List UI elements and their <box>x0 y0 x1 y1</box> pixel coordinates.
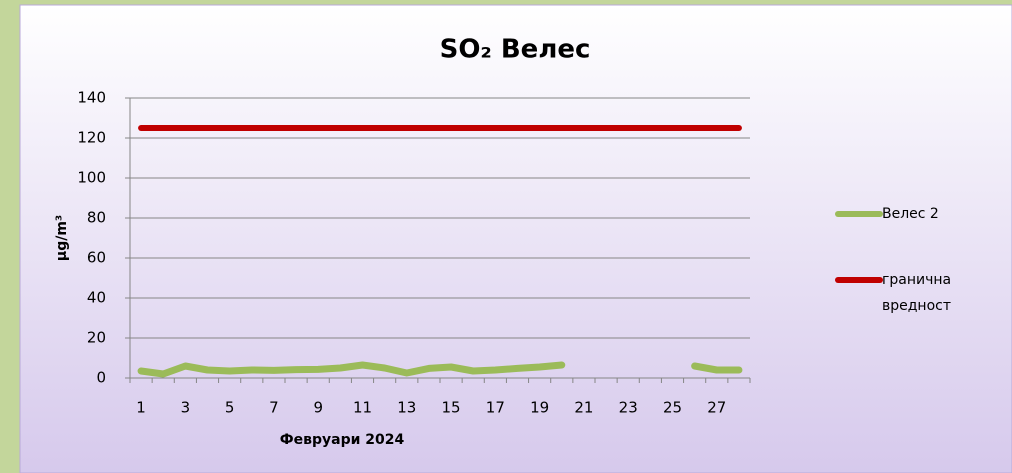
x-axis-label: Февруари 2024 <box>280 432 405 448</box>
x-tick-label: 13 <box>397 399 416 417</box>
chart-title: SO₂ Велес <box>440 35 591 65</box>
x-tick-label: 21 <box>574 399 593 417</box>
y-axis-label: μg/m³ <box>54 215 70 261</box>
x-tick-label: 23 <box>619 399 638 417</box>
x-tick-label: 5 <box>225 399 235 417</box>
x-tick-label: 3 <box>181 399 191 417</box>
y-tick-label: 40 <box>87 289 106 307</box>
chart-area <box>19 4 1012 473</box>
x-tick-label: 27 <box>707 399 726 417</box>
y-tick-label: 80 <box>87 209 106 227</box>
x-tick-label: 7 <box>269 399 279 417</box>
y-tick-label: 100 <box>77 169 106 187</box>
x-tick-label: 9 <box>313 399 323 417</box>
x-tick-label: 11 <box>353 399 372 417</box>
x-tick-label: 1 <box>136 399 146 417</box>
x-tick-label: 19 <box>530 399 549 417</box>
y-tick-label: 0 <box>96 369 106 387</box>
series-line <box>137 361 743 378</box>
x-tick-label: 17 <box>486 399 505 417</box>
y-tick-label: 60 <box>87 249 106 267</box>
x-tick-label: 25 <box>663 399 682 417</box>
y-tick-label: 20 <box>87 329 106 347</box>
legend-label: Велес 2 <box>882 206 939 222</box>
y-tick-label: 140 <box>77 89 106 107</box>
legend-label: гранична вредност <box>882 272 952 314</box>
y-tick-label: 120 <box>77 129 106 147</box>
x-tick-label: 15 <box>442 399 461 417</box>
